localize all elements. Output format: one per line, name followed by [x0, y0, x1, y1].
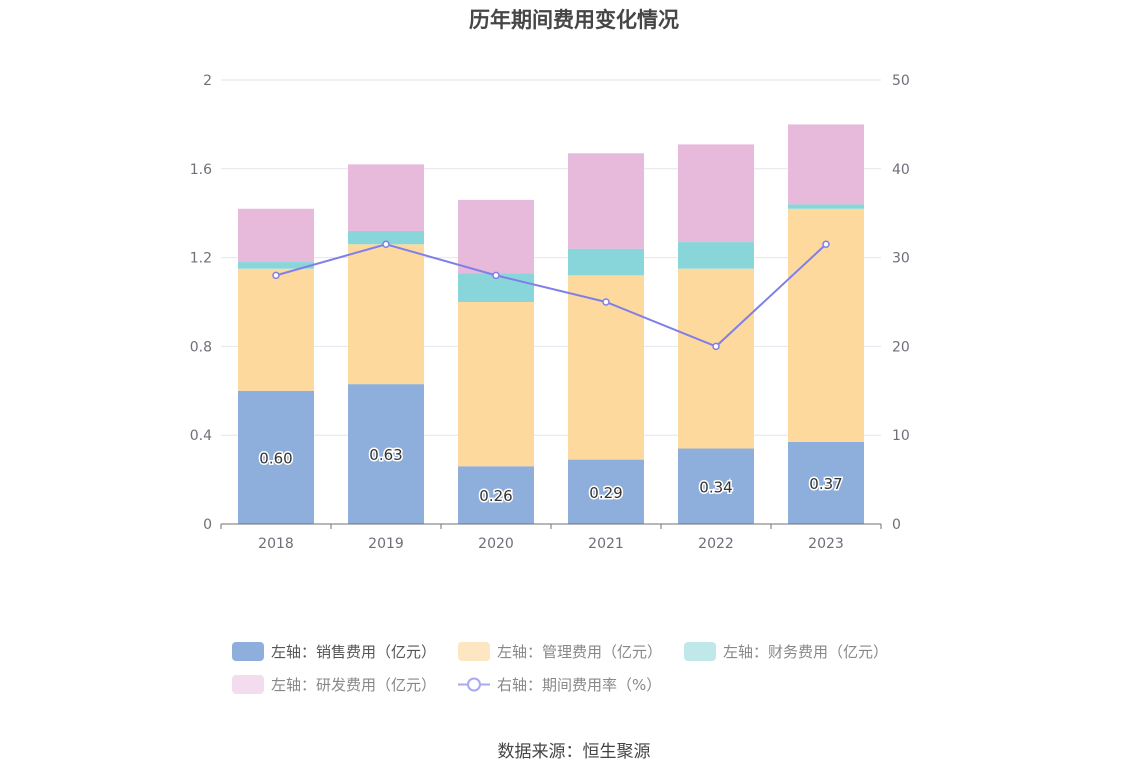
bar-value-label: 0.63	[369, 446, 402, 464]
right-axis-tick-label: 50	[892, 73, 910, 89]
axes: 0 0 0.4 10 0.8 20 1.2 30 1.6 40 2 50 2018 2019 2020 202…	[190, 73, 910, 552]
right-axis-tick-label: 40	[892, 162, 910, 178]
bar-segment-rnd	[788, 124, 864, 205]
x-axis-tick-label: 2021	[588, 536, 624, 552]
left-axis-tick-label: 1.2	[190, 251, 212, 267]
bar-segment-rnd	[678, 144, 754, 243]
x-axis-tick-label: 2020	[478, 536, 514, 552]
rate-point	[272, 271, 280, 280]
x-axis-tick-label: 2018	[258, 536, 294, 552]
rate-line	[275, 243, 827, 348]
bar-value-label: 0.26	[479, 487, 512, 505]
bar-segment-admin	[238, 268, 314, 391]
right-axis-tick-label: 30	[892, 251, 910, 267]
right-axis-tick-label: 10	[892, 428, 910, 444]
legend-swatch-rnd	[232, 674, 264, 694]
right-axis-tick-label: 20	[892, 339, 910, 355]
bar-value-label: 0.29	[589, 484, 622, 502]
legend-item-admin[interactable]: 左轴：管理费用（亿元）	[458, 641, 662, 662]
bar-segment-admin	[458, 302, 534, 467]
left-axis-tick-label: 0	[203, 517, 212, 533]
data-labels: 0.60 0.63 0.26 0.29 0.34 0.37	[258, 445, 844, 507]
left-axis-tick-label: 0.4	[190, 428, 212, 444]
rate-line-layer	[272, 240, 830, 351]
rate-point	[382, 240, 390, 249]
legend-item-rate[interactable]: 右轴：期间费用率（%）	[458, 674, 661, 695]
bar-value-label: 0.34	[699, 478, 732, 496]
bar-segment-sales	[238, 390, 314, 524]
bar-segment-rnd	[568, 153, 644, 249]
legend-label-finance: 左轴：财务费用（亿元）	[723, 642, 889, 661]
legend-label-rate: 右轴：期间费用率（%）	[497, 675, 662, 694]
chart-title: 历年期间费用变化情况	[469, 8, 679, 32]
bar-segment-admin	[678, 268, 754, 449]
legend-swatch-sales	[232, 641, 264, 661]
bar-segment-rnd	[348, 164, 424, 231]
legend: 左轴：销售费用（亿元） 左轴：管理费用（亿元） 左轴：财务费用（亿元） 左轴：研…	[232, 640, 932, 706]
legend-swatch-admin	[458, 641, 491, 661]
bar-segment-finance	[568, 248, 644, 276]
bar-segment-sales	[788, 441, 864, 524]
bar-layer	[238, 124, 864, 524]
x-axis-tick-label: 2022	[698, 536, 734, 552]
bar-segment-rnd	[238, 208, 314, 263]
bar-segment-sales	[678, 448, 754, 524]
legend-item-sales[interactable]: 左轴：销售费用（亿元）	[232, 641, 436, 662]
rate-point	[602, 298, 610, 306]
rate-point	[822, 240, 830, 249]
x-axis-tick-label: 2019	[368, 536, 404, 552]
rate-point	[492, 271, 500, 280]
grid-lines	[221, 79, 881, 436]
left-axis-tick-label: 1.6	[190, 162, 212, 178]
bar-value-label: 0.37	[809, 475, 842, 493]
bar-segment-admin	[348, 244, 424, 385]
legend-label-admin: 左轴：管理费用（亿元）	[497, 642, 663, 661]
legend-label-sales: 左轴：销售费用（亿元）	[271, 642, 437, 661]
rate-point	[712, 342, 720, 351]
left-axis-tick-label: 0.8	[190, 339, 212, 355]
bar-segment-rnd	[458, 199, 534, 274]
bar-segment-sales	[348, 384, 424, 524]
legend-line-icon	[458, 677, 491, 691]
left-axis-tick-label: 2	[203, 73, 212, 89]
bar-value-label: 0.60	[259, 449, 292, 467]
x-axis-tick-label: 2023	[808, 536, 844, 552]
legend-swatch-finance	[684, 641, 717, 661]
bar-segment-finance	[678, 242, 754, 269]
legend-label-rnd: 左轴：研发费用（亿元）	[271, 675, 437, 694]
legend-item-rnd[interactable]: 左轴：研发费用（亿元）	[232, 674, 436, 695]
bar-segment-finance	[788, 204, 864, 209]
bar-segment-finance	[348, 230, 424, 245]
bar-segment-finance	[238, 262, 314, 269]
bar-segment-sales	[568, 459, 644, 524]
legend-item-finance[interactable]: 左轴：财务费用（亿元）	[684, 641, 888, 662]
bar-segment-admin	[568, 275, 644, 460]
bar-segment-sales	[458, 466, 534, 524]
right-axis-tick-label: 0	[892, 517, 901, 533]
source-note: 数据来源：恒生聚源	[497, 742, 651, 762]
